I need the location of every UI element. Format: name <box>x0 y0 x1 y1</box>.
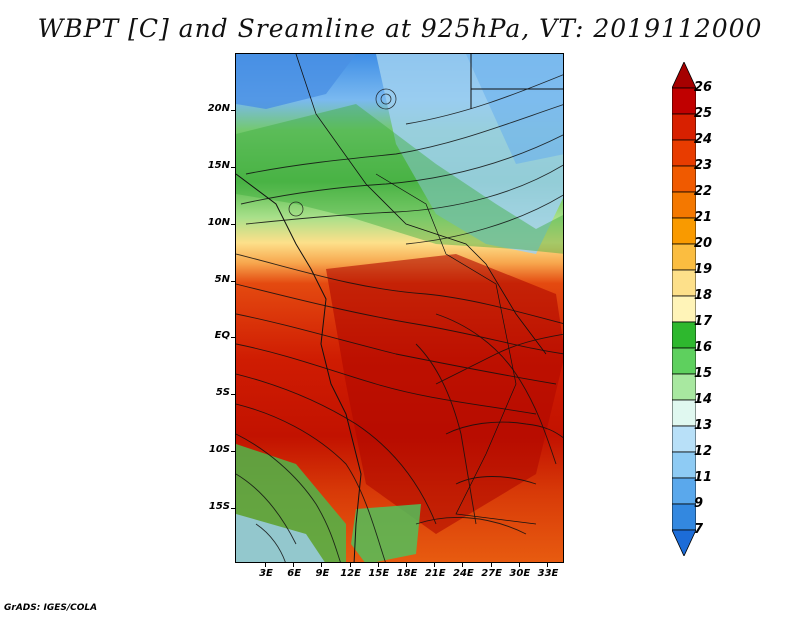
lat-label: 10N <box>207 217 230 228</box>
lat-tick <box>231 508 235 509</box>
colorbar-label: 24 <box>694 132 713 147</box>
lon-label: 12E <box>340 568 361 579</box>
colorbar-label: 11 <box>694 470 713 485</box>
colorbar-segment <box>672 425 696 453</box>
lon-label: 3E <box>259 568 273 579</box>
lon-tick <box>518 563 520 567</box>
lon-label: 21E <box>424 568 446 579</box>
lat-label: 15N <box>207 160 230 171</box>
colorbar-segment <box>672 295 696 323</box>
colorbar-label: 15 <box>694 366 713 381</box>
colorbar-label: 22 <box>694 184 713 199</box>
credit-text: GrADS: IGES/COLA <box>4 603 98 613</box>
colorbar-label: 16 <box>694 340 713 355</box>
lon-label: 30E <box>509 568 531 579</box>
colorbar-segment <box>672 269 696 297</box>
lon-label: 18E <box>396 568 418 579</box>
lat-label: EQ <box>214 330 230 341</box>
colorbar-top-arrow <box>672 62 696 89</box>
lon-label: 9E <box>315 568 330 579</box>
colorbar-segment <box>672 347 696 375</box>
colorbar-label: 17 <box>694 314 713 329</box>
colorbar-segment <box>672 451 696 479</box>
colorbar-label: 7 <box>694 522 704 537</box>
lon-label: 27E <box>481 568 502 579</box>
map-panel <box>235 53 564 563</box>
lat-label: 5N <box>214 274 230 285</box>
lon-tick <box>349 563 351 567</box>
lon-tick <box>377 563 379 567</box>
colorbar-label: 25 <box>694 106 713 121</box>
chart-title: WBPT [C] and Sreamline at 925hPa, VT: 20… <box>37 14 763 43</box>
colorbar-segment <box>672 191 696 219</box>
colorbar-segment <box>672 139 696 167</box>
lon-tick <box>434 563 436 567</box>
lat-tick <box>231 110 235 111</box>
lon-tick <box>293 563 295 567</box>
lat-label: 10S <box>208 444 230 455</box>
colorbar-segment <box>672 321 696 349</box>
colorbar-label: 18 <box>694 288 713 303</box>
colorbar-segment <box>672 87 696 115</box>
lat-label: 20N <box>207 103 230 114</box>
colorbar-label: 19 <box>694 262 713 277</box>
colorbar-segment <box>672 373 696 401</box>
lon-label: 6E <box>287 568 302 579</box>
colorbar-label: 21 <box>694 210 713 225</box>
lat-tick <box>231 167 235 168</box>
lat-tick <box>231 224 235 225</box>
colorbar-label: 20 <box>694 236 713 251</box>
map-field <box>236 54 563 562</box>
colorbar-segment <box>672 503 696 531</box>
colorbar-segment <box>672 165 696 193</box>
lat-label: 5S <box>215 387 230 398</box>
colorbar-label: 9 <box>694 496 704 511</box>
colorbar-label: 23 <box>694 158 713 173</box>
lon-tick <box>462 563 464 567</box>
lon-label: 15E <box>368 568 390 579</box>
lon-tick <box>547 563 548 567</box>
colorbar-label: 26 <box>694 80 713 95</box>
lon-tick <box>265 563 266 567</box>
colorbar-segment <box>672 113 696 141</box>
colorbar-segment <box>672 243 696 271</box>
lon-tick <box>490 563 492 567</box>
colorbar-label: 14 <box>694 392 713 407</box>
colorbar <box>672 62 696 556</box>
colorbar-segment <box>672 217 696 245</box>
colorbar-bottom-arrow <box>672 529 696 556</box>
lat-tick <box>231 451 235 452</box>
colorbar-segment <box>672 477 696 505</box>
lon-tick <box>406 563 407 567</box>
colorbar-segment <box>672 399 696 427</box>
lon-label: 24E <box>453 568 474 579</box>
lat-tick <box>231 281 235 282</box>
lat-tick <box>231 394 235 395</box>
lon-tick <box>321 563 323 567</box>
lon-label: 33E <box>537 568 559 579</box>
colorbar-label: 12 <box>694 444 713 459</box>
colorbar-label: 13 <box>694 418 713 433</box>
lat-tick <box>231 337 235 338</box>
lat-label: 15S <box>208 501 230 512</box>
